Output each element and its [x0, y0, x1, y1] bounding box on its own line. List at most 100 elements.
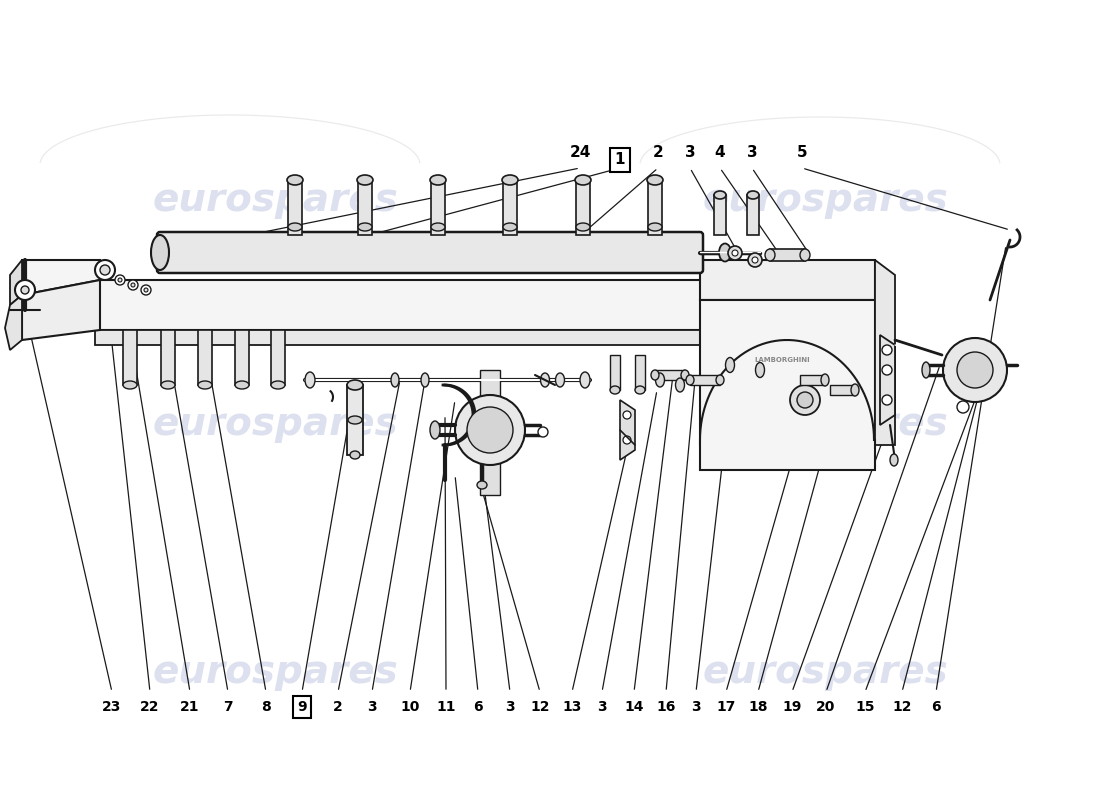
- Text: 9: 9: [297, 700, 307, 714]
- Text: 4: 4: [715, 145, 725, 160]
- Circle shape: [748, 253, 762, 267]
- Ellipse shape: [271, 381, 285, 389]
- Text: 11: 11: [437, 700, 455, 714]
- Text: 15: 15: [856, 700, 875, 714]
- Text: 5: 5: [796, 145, 807, 160]
- Circle shape: [943, 338, 1006, 402]
- Circle shape: [116, 275, 125, 285]
- Text: eurospares: eurospares: [702, 653, 948, 691]
- Ellipse shape: [358, 175, 373, 185]
- Circle shape: [790, 385, 820, 415]
- Ellipse shape: [651, 370, 659, 380]
- Text: eurospares: eurospares: [152, 653, 398, 691]
- Polygon shape: [880, 335, 895, 425]
- Ellipse shape: [851, 384, 859, 396]
- Ellipse shape: [430, 421, 440, 439]
- Bar: [800, 375, 825, 385]
- Text: 3: 3: [597, 700, 607, 714]
- Ellipse shape: [288, 223, 302, 231]
- Polygon shape: [700, 340, 874, 470]
- Ellipse shape: [305, 372, 315, 388]
- Circle shape: [141, 285, 151, 295]
- Text: 3: 3: [747, 145, 757, 160]
- Ellipse shape: [610, 386, 620, 394]
- Bar: [690, 375, 721, 385]
- Circle shape: [728, 246, 743, 260]
- Ellipse shape: [430, 175, 446, 185]
- Polygon shape: [874, 260, 895, 445]
- Bar: [635, 355, 645, 390]
- Bar: [610, 355, 620, 390]
- Ellipse shape: [358, 223, 372, 231]
- Ellipse shape: [580, 372, 590, 388]
- Text: 3: 3: [505, 700, 515, 714]
- Ellipse shape: [747, 191, 759, 199]
- Ellipse shape: [502, 175, 518, 185]
- Text: 12: 12: [892, 700, 912, 714]
- Text: 2: 2: [333, 700, 343, 714]
- Circle shape: [15, 280, 35, 300]
- Ellipse shape: [686, 375, 694, 385]
- Polygon shape: [480, 370, 501, 495]
- Bar: [235, 330, 249, 385]
- Ellipse shape: [287, 175, 303, 185]
- Ellipse shape: [421, 373, 429, 387]
- Ellipse shape: [161, 381, 175, 389]
- Text: 3: 3: [367, 700, 377, 714]
- Bar: [576, 180, 590, 235]
- Bar: [830, 385, 855, 395]
- Text: 17: 17: [716, 700, 736, 714]
- Ellipse shape: [719, 243, 732, 262]
- Text: 10: 10: [400, 700, 420, 714]
- Text: 12: 12: [530, 700, 550, 714]
- Bar: [288, 180, 302, 235]
- Text: 3: 3: [684, 145, 695, 160]
- Ellipse shape: [648, 223, 662, 231]
- Text: eurospares: eurospares: [702, 181, 948, 219]
- Bar: [714, 195, 726, 235]
- Bar: [431, 180, 446, 235]
- Ellipse shape: [540, 373, 550, 387]
- Text: eurospares: eurospares: [702, 405, 948, 443]
- Ellipse shape: [503, 223, 517, 231]
- Text: 7: 7: [223, 700, 233, 714]
- Circle shape: [623, 436, 631, 444]
- Ellipse shape: [647, 175, 663, 185]
- Polygon shape: [22, 280, 100, 340]
- Ellipse shape: [346, 380, 363, 390]
- Text: 23: 23: [102, 700, 122, 714]
- Bar: [503, 180, 517, 235]
- Text: 3: 3: [691, 700, 701, 714]
- Text: eurospares: eurospares: [152, 181, 398, 219]
- Text: 24: 24: [570, 145, 591, 160]
- Polygon shape: [22, 260, 100, 295]
- Ellipse shape: [821, 374, 829, 386]
- Polygon shape: [10, 260, 22, 305]
- Text: 14: 14: [625, 700, 644, 714]
- Polygon shape: [620, 400, 635, 460]
- Ellipse shape: [922, 362, 930, 378]
- Bar: [654, 370, 685, 380]
- Ellipse shape: [764, 249, 776, 261]
- Ellipse shape: [716, 375, 724, 385]
- Circle shape: [95, 260, 116, 280]
- Circle shape: [21, 286, 29, 294]
- Ellipse shape: [350, 451, 360, 459]
- Bar: [747, 195, 759, 235]
- Text: 6: 6: [473, 700, 483, 714]
- Bar: [770, 249, 805, 261]
- Ellipse shape: [390, 373, 399, 387]
- Bar: [123, 330, 138, 385]
- Polygon shape: [95, 330, 870, 345]
- Bar: [271, 330, 285, 385]
- Text: 1: 1: [615, 153, 625, 167]
- Polygon shape: [700, 300, 874, 445]
- Text: 22: 22: [141, 700, 160, 714]
- Ellipse shape: [477, 481, 487, 489]
- Circle shape: [623, 411, 631, 419]
- Circle shape: [455, 395, 525, 465]
- Text: 21: 21: [180, 700, 200, 714]
- Ellipse shape: [123, 381, 138, 389]
- Bar: [346, 385, 363, 455]
- Ellipse shape: [800, 249, 810, 261]
